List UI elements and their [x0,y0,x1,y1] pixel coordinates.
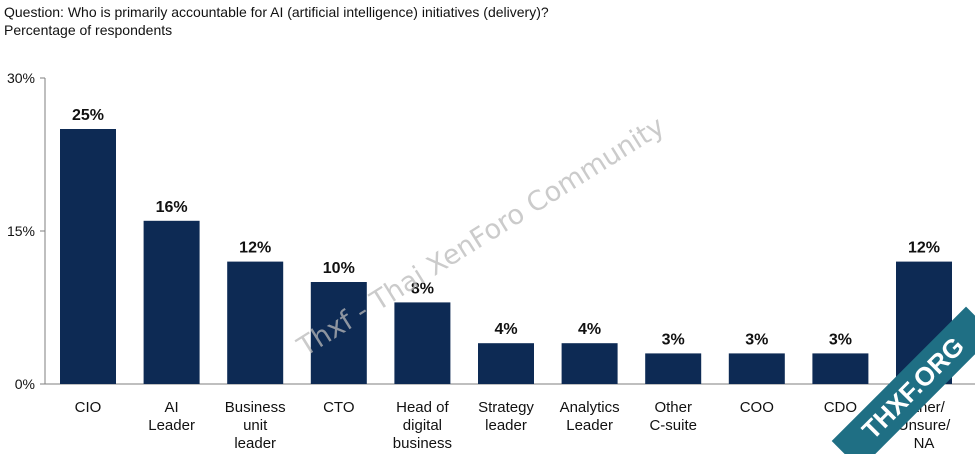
y-tick-label: 0% [15,376,35,392]
category-label-line: business [393,435,452,452]
bar [227,261,284,384]
category-label-line: NA [914,435,935,452]
bar [645,353,702,384]
bars [60,129,952,384]
watermark-text: Thxf - Thai XenForo Community [291,111,670,364]
category-label-line: unit [243,417,268,434]
chart-question: Question: Who is primarily accountable f… [4,4,549,20]
data-label: 10% [323,260,355,277]
category-label: Strategy leader [478,399,534,434]
data-labels: 25% 16% 12% 10% 8% 4% 4% 3% 3% 3% 12% [72,107,940,348]
category-label: Analytics Leader [560,399,620,434]
data-label: 3% [829,331,852,348]
category-label-line: Unsure/ [898,417,951,434]
category-label-line: Analytics [560,399,620,416]
category-label: Other C-suite [649,399,697,434]
category-label-line: Leader [566,417,613,434]
data-label: 16% [156,199,188,216]
category-label-line: digital [403,417,442,434]
bar [143,220,200,384]
category-label-line: CDO [824,399,857,416]
watermark: Thxf - Thai XenForo Community THXF.ORG [291,111,975,454]
category-label: CTO [323,399,354,416]
data-label: 12% [908,240,940,257]
data-label: 4% [578,321,601,338]
chart-subtitle: Percentage of respondents [4,22,173,38]
bar [310,282,367,384]
category-label: Business unit leader [225,399,286,452]
bar [728,353,785,384]
bar [60,129,116,384]
data-label: 4% [494,321,517,338]
category-label-line: CIO [75,399,102,416]
data-label: 25% [72,107,104,124]
category-label: Head of digital business [393,399,452,452]
bar [561,343,618,384]
bar [478,343,534,384]
category-label-line: Other [654,399,692,416]
category-label-line: Business [225,399,286,416]
category-label: COO [740,399,774,416]
data-label: 3% [662,331,685,348]
category-label-line: leader [234,435,276,452]
bar [394,302,451,384]
category-label-line: Leader [148,417,195,434]
category-label-line: CTO [323,399,354,416]
category-label-line: Strategy [478,399,534,416]
category-label-line: C-suite [649,417,697,434]
category-label: AI Leader [148,399,195,434]
bar [812,353,869,384]
data-label: 3% [745,331,768,348]
category-label-line: Head of [396,399,449,416]
category-label-line: COO [740,399,774,416]
y-tick-label: 30% [7,70,35,86]
category-label: CDO [824,399,857,416]
data-label: 8% [411,280,434,297]
category-label: CIO [75,399,102,416]
category-label-line: leader [485,417,527,434]
category-label-line: AI [165,399,179,416]
data-label: 12% [239,240,271,257]
chart-header: Question: Who is primarily accountable f… [4,3,549,39]
y-tick-label: 15% [7,223,35,239]
